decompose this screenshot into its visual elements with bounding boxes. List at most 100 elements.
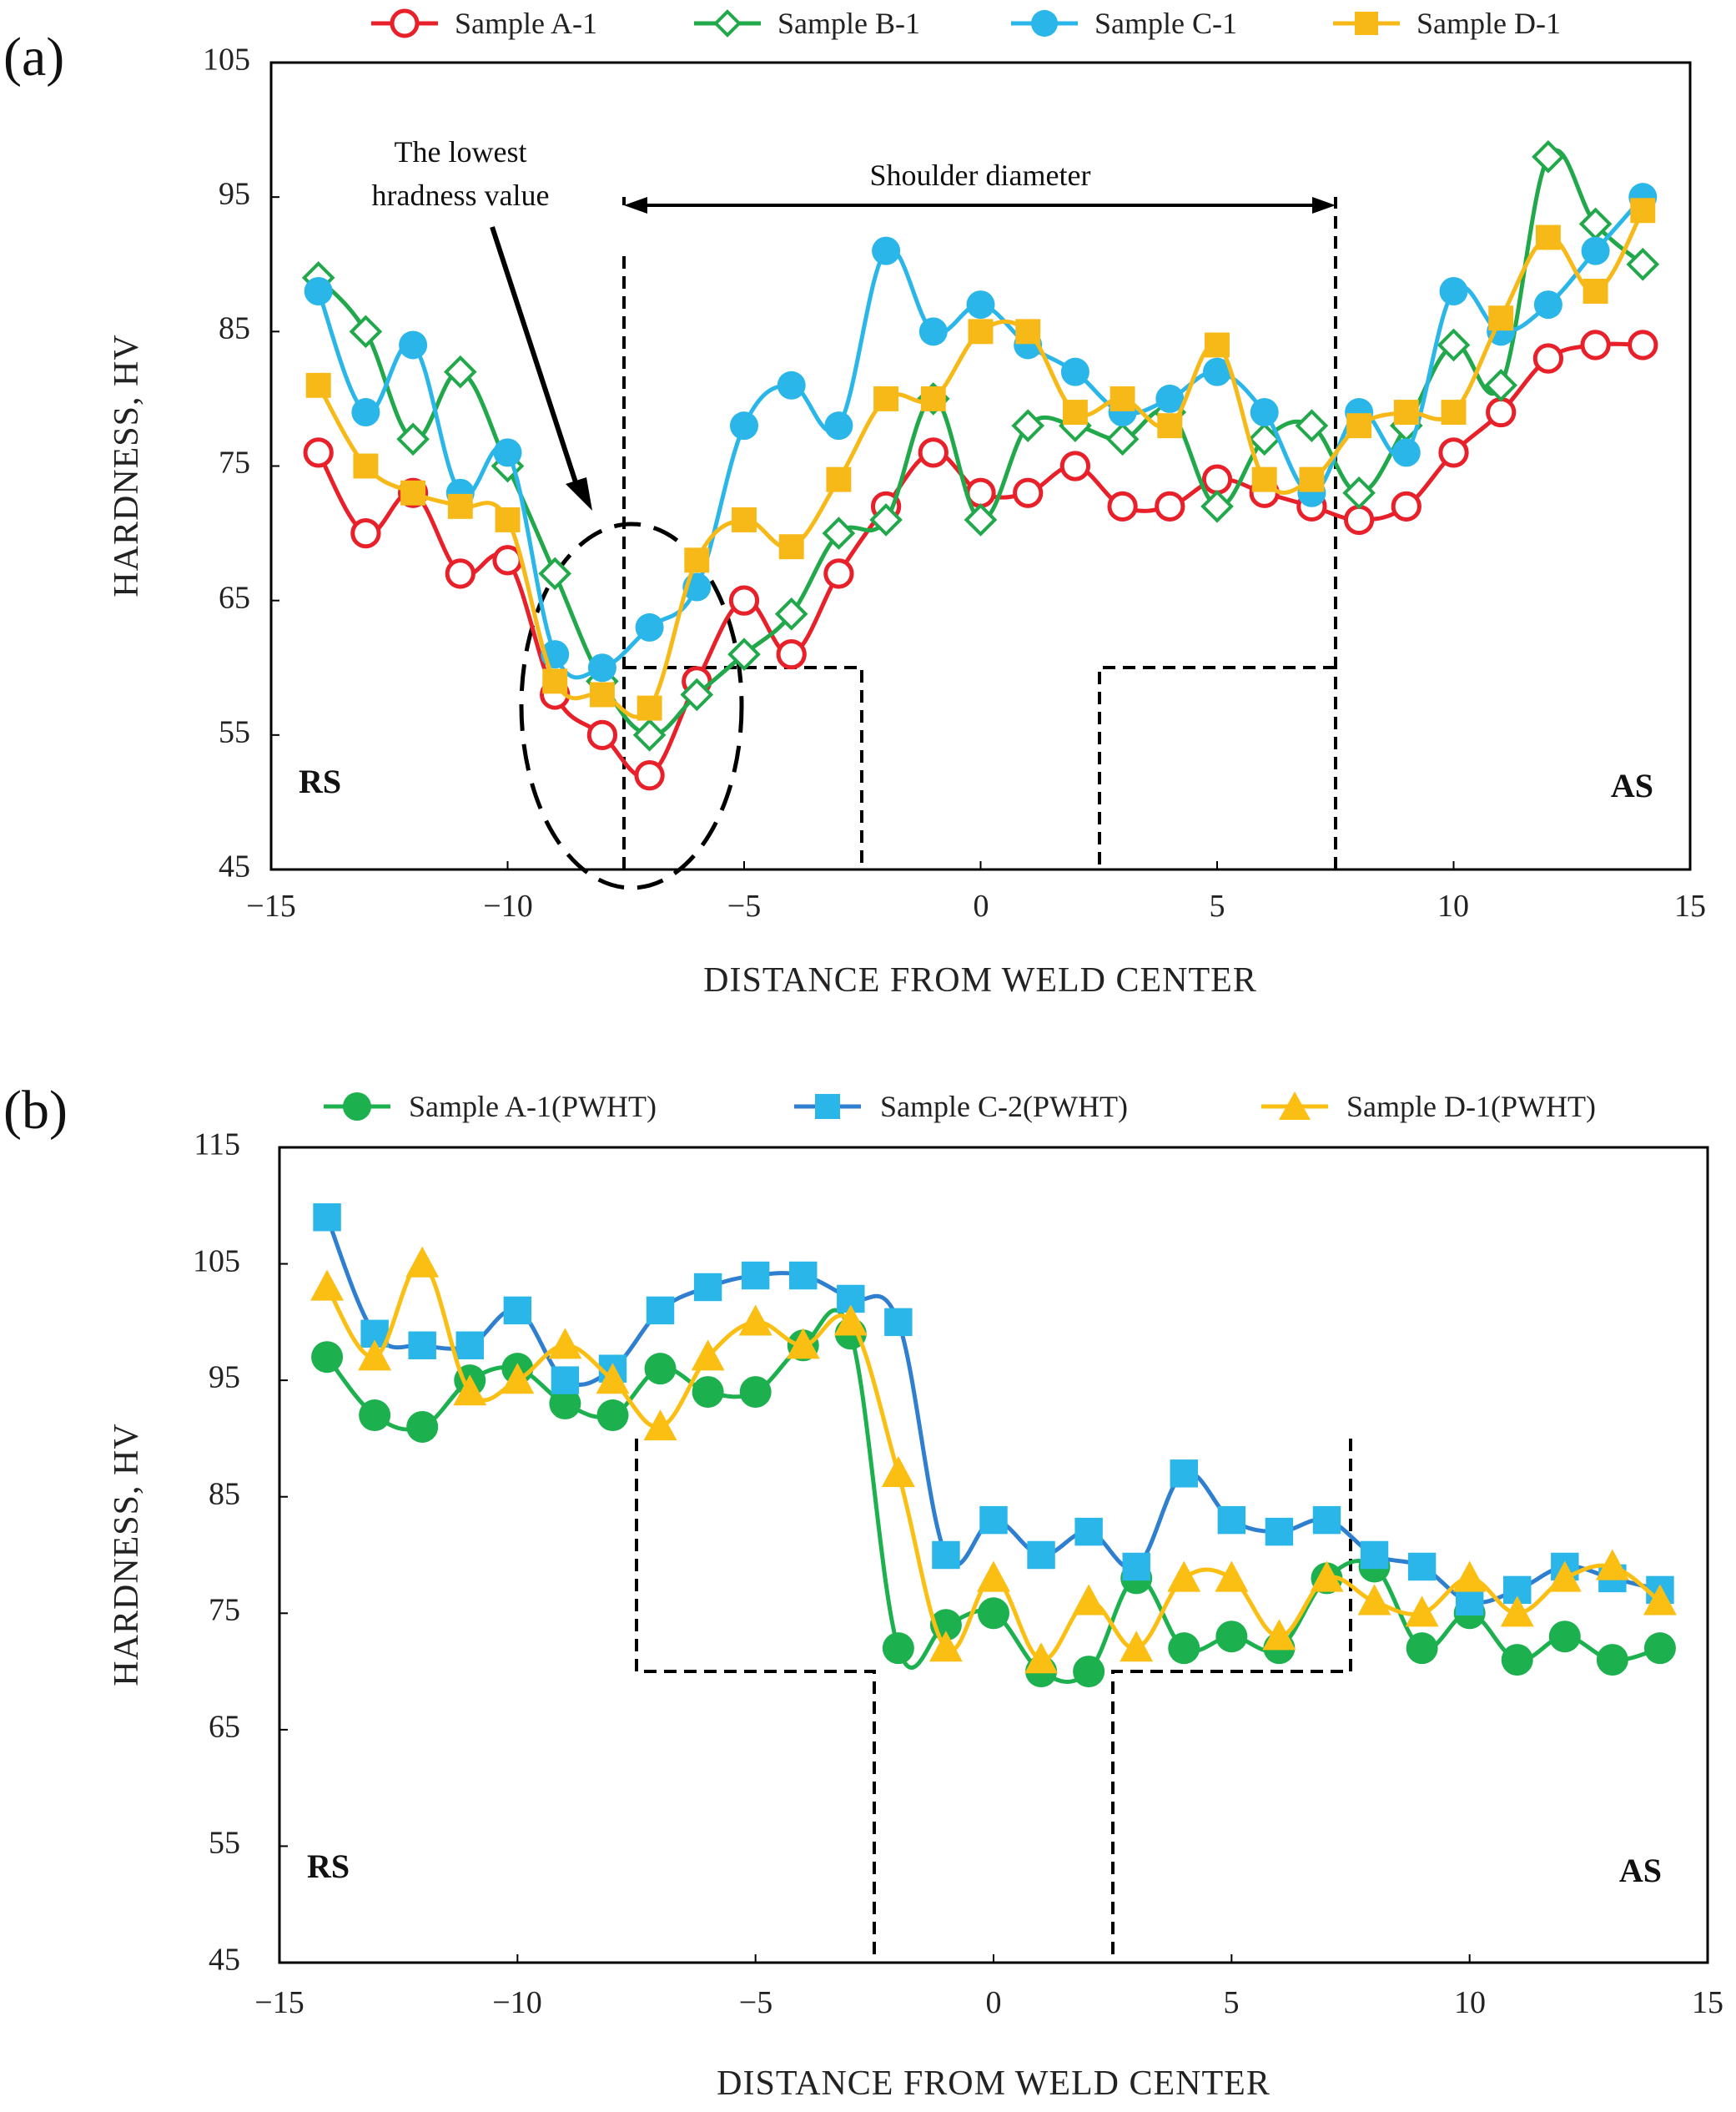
panel-a-ytick-label: 45	[219, 849, 250, 885]
data-point-sample-c-1	[1250, 398, 1279, 427]
data-point-sample-a-1-pwht-	[1548, 1621, 1581, 1653]
legend-b1-marker	[713, 9, 742, 38]
data-point-sample-b-1	[964, 503, 998, 537]
data-point-sample-a-1-pwht-	[882, 1632, 914, 1665]
data-point-sample-c-2-pwht-	[551, 1366, 580, 1394]
data-point-sample-d-1-pwht-	[977, 1560, 1010, 1592]
data-point-sample-d-1-pwht-	[1215, 1560, 1249, 1592]
panel-a-lowest-arrow-line	[490, 226, 578, 483]
data-point-sample-c-2-pwht-	[693, 1273, 722, 1302]
data-point-sample-a-1-pwht-	[1406, 1632, 1438, 1665]
data-point-sample-c-2-pwht-	[1360, 1540, 1389, 1570]
legend-d1pwht-marker	[1279, 1091, 1311, 1120]
data-point-sample-d-1-pwht-	[453, 1374, 487, 1406]
data-point-sample-c-1	[872, 236, 901, 265]
data-point-sample-a-1	[918, 437, 949, 468]
data-point-sample-c-2-pwht-	[789, 1261, 818, 1290]
panel-a-ytick-label: 105	[203, 43, 250, 78]
data-point-sample-a-1-pwht-	[1643, 1632, 1676, 1665]
panel-a-as-label: AS	[1611, 767, 1653, 804]
data-point-sample-a-1	[1013, 477, 1044, 508]
panel-b-tool-profile-right	[1111, 1439, 1352, 1963]
panel-b-xtick-label: −15	[254, 1985, 304, 2020]
panel-a-series-layer	[270, 62, 1691, 870]
data-point-sample-a-1-pwht-	[406, 1410, 439, 1443]
data-point-sample-d-1	[447, 493, 473, 519]
panel-b-y-axis-title: HARDNESS, HV	[108, 1423, 146, 1686]
data-point-sample-c-2-pwht-	[1407, 1552, 1437, 1581]
data-point-sample-d-1	[732, 507, 757, 532]
data-point-sample-d-1	[495, 507, 521, 532]
data-point-sample-a-1	[1107, 491, 1138, 522]
data-point-sample-d-1	[826, 466, 852, 492]
panel-a-lowest-ellipse	[519, 522, 744, 890]
panel-a-xtick-label: −10	[483, 889, 532, 924]
panel-a-xtick-label: −5	[727, 889, 761, 924]
panel-b-xtick-label: 5	[1224, 1985, 1240, 2020]
data-point-sample-b-1	[632, 718, 667, 752]
data-point-sample-c-1	[1439, 276, 1468, 305]
panel-a-label: (a)	[3, 27, 64, 88]
legend-d1pwht-label: Sample D-1(PWHT)	[1346, 1090, 1596, 1123]
data-point-sample-d-1-pwht-	[1595, 1549, 1629, 1580]
legend-b1-label: Sample B-1	[777, 7, 920, 40]
panel-b: (b) 45 55 65 75 85 95 105 115 −15 −10 −5…	[3, 1080, 1723, 2103]
data-point-sample-d-1	[542, 668, 568, 694]
data-point-sample-b-1	[396, 422, 430, 456]
data-point-sample-c-2-pwht-	[1455, 1587, 1484, 1616]
data-point-sample-c-1	[1391, 438, 1421, 467]
panel-b-ytick-label: 85	[209, 1477, 240, 1512]
panel-b-label: (b)	[3, 1080, 68, 1141]
data-point-sample-a-1	[586, 719, 618, 750]
panel-a-x-ticks: −15 −10 −5 0 5 10 15	[246, 889, 1706, 924]
panel-a-lowest-label-line2: hradness value	[372, 179, 550, 212]
data-point-sample-b-1	[349, 315, 383, 349]
data-point-sample-c-1	[1203, 357, 1231, 386]
data-point-sample-b-1	[1532, 139, 1565, 174]
legend-d1-marker	[1355, 12, 1378, 35]
data-point-sample-c-2-pwht-	[455, 1331, 484, 1359]
data-point-sample-a-1	[1391, 491, 1422, 522]
panel-b-ytick-label: 105	[193, 1244, 240, 1279]
data-point-sample-d-1	[305, 372, 331, 398]
data-point-sample-c-2-pwht-	[932, 1540, 960, 1570]
panel-a-legend: Sample A-1 Sample B-1 Sample C-1 Sample …	[371, 7, 1561, 40]
panel-b-xtick-label: 10	[1454, 1985, 1486, 2020]
data-point-sample-a-1	[776, 638, 807, 670]
data-point-sample-c-2-pwht-	[646, 1296, 675, 1325]
data-point-sample-d-1-pwht-	[643, 1409, 677, 1441]
data-point-sample-b-1	[727, 638, 761, 671]
panel-a-lowest-label-line1: The lowest	[395, 135, 527, 169]
data-point-sample-d-1-pwht-	[1405, 1595, 1439, 1627]
data-point-sample-b-1	[1011, 409, 1045, 442]
data-point-sample-d-1-pwht-	[1643, 1584, 1677, 1616]
data-point-sample-d-1-pwht-	[1120, 1631, 1154, 1662]
data-point-sample-d-1	[968, 319, 994, 345]
data-point-sample-a-1-pwht-	[739, 1376, 772, 1409]
panel-a-lowest-arrow-head	[566, 477, 592, 511]
data-point-sample-d-1	[1110, 386, 1135, 411]
data-point-sample-d-1-pwht-	[1167, 1560, 1201, 1592]
data-point-sample-d-1-pwht-	[1072, 1584, 1106, 1616]
data-point-sample-d-1-pwht-	[1024, 1642, 1059, 1674]
legend-c1-marker	[1031, 10, 1058, 37]
data-point-sample-d-1	[1157, 413, 1183, 439]
data-point-sample-a-1	[350, 517, 381, 549]
data-point-sample-a-1	[445, 558, 476, 589]
data-point-sample-d-1	[400, 480, 426, 506]
data-point-sample-c-1	[1581, 236, 1610, 265]
panel-b-as-label: AS	[1619, 1852, 1662, 1889]
data-point-sample-a-1-pwht-	[1596, 1644, 1628, 1676]
data-point-sample-a-1	[1438, 437, 1469, 468]
data-point-sample-b-1	[538, 557, 572, 591]
data-point-sample-c-2-pwht-	[503, 1296, 532, 1325]
data-point-sample-a-1-pwht-	[1215, 1621, 1248, 1653]
data-point-sample-a-1-pwht-	[1501, 1644, 1533, 1676]
data-point-sample-c-2-pwht-	[1265, 1517, 1294, 1546]
panel-b-xtick-label: 15	[1692, 1985, 1723, 2020]
data-point-sample-a-1-pwht-	[311, 1341, 344, 1374]
panel-a-y-ticks: 45 55 65 75 85 95 105	[203, 43, 250, 885]
panel-b-ytick-label: 75	[209, 1593, 240, 1628]
panel-a: (a) 45 55 65 75 85 95 105 −15 −10 −5 0 5…	[3, 7, 1706, 1000]
